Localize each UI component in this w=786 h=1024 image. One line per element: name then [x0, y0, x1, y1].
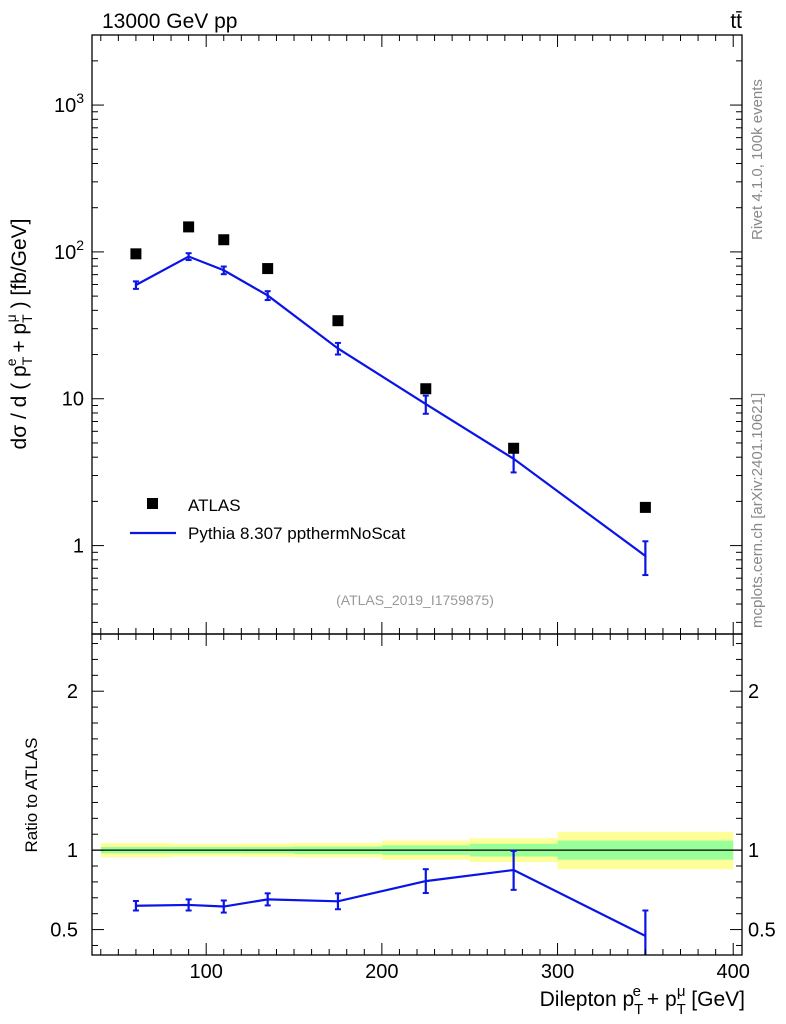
ratio-y-tick-label-left-2: 2	[67, 681, 78, 703]
atlas-data-point-3	[262, 263, 274, 275]
main-y-tick-label-0: 103	[54, 90, 84, 117]
ratio-panel-frame: 100 200 300 400 0.5 0.5 1 1 2 2	[50, 633, 776, 983]
atlas-data-point-4	[332, 315, 344, 327]
main-y-tick-label-1: 102	[54, 237, 84, 264]
ratio-y-tick-label-right-0.5: 0.5	[748, 920, 776, 942]
x-tick-label-200: 200	[365, 961, 398, 983]
main-panel-content	[130, 221, 651, 577]
header-collision-label: 13000 GeV pp	[102, 10, 237, 33]
ratio-mc-line	[135, 868, 646, 937]
atlas-data-point-1	[183, 221, 195, 233]
ratio-y-tick-label-left-0.5: 0.5	[50, 920, 78, 942]
legend-pythia-label: Pythia 8.307 ppthermNoScat	[188, 524, 406, 543]
analysis-reference-label: (ATLAS_2019_I1759875)	[336, 592, 494, 608]
ratio-y-tick-label-left-1: 1	[67, 840, 78, 862]
legend-atlas-label: ATLAS	[188, 496, 241, 515]
x-tick-label-400: 400	[717, 961, 750, 983]
atlas-data-point-0	[130, 248, 142, 260]
atlas-data-point-5	[420, 383, 432, 395]
atlas-data-point-2	[218, 234, 230, 246]
ratio-panel-content	[92, 831, 742, 955]
ratio-y-tick-label-right-1: 1	[748, 840, 759, 862]
main-y-tick-label-2: 10	[62, 389, 84, 411]
main-y-axis-title: dσ / d ( pTe + pTμ ) [fb/GeV]	[3, 219, 35, 450]
ratio-y-axis-title: Ratio to ATLAS	[22, 738, 41, 853]
rivet-version-label: Rivet 4.1.0, 100k events	[749, 79, 766, 240]
legend: ATLAS Pythia 8.307 ppthermNoScat	[130, 496, 406, 543]
main-mc-line	[135, 255, 647, 557]
ratio-y-tick-label-right-2: 2	[748, 681, 759, 703]
atlas-data-point-7	[639, 501, 651, 513]
x-axis-title: Dilepton pTe + pTμ [GeV]	[540, 983, 745, 1018]
x-tick-label-100: 100	[190, 961, 223, 983]
main-y-tick-label-3: 1	[73, 536, 84, 558]
header-process-label: tt̄	[730, 10, 742, 33]
mcplots-label: mcplots.cern.ch [arXiv:2401.10621]	[749, 393, 766, 628]
atlas-data-point-6	[508, 442, 520, 454]
x-tick-label-300: 300	[541, 961, 574, 983]
legend-atlas-marker	[147, 498, 158, 509]
